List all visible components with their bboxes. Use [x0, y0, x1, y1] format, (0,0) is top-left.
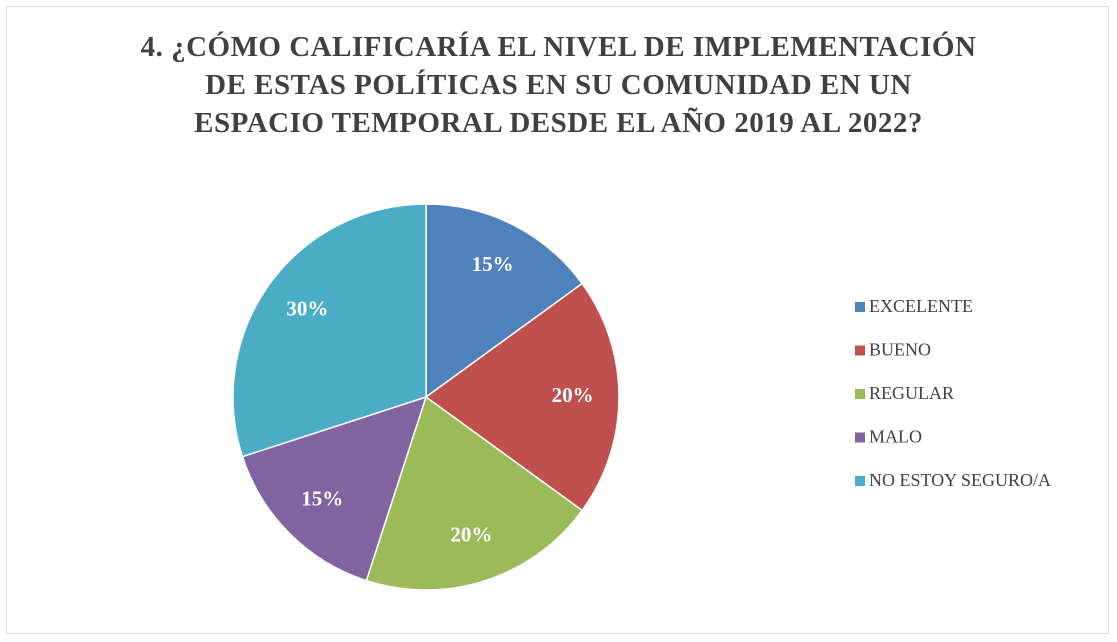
legend-label: BUENO — [869, 340, 931, 360]
pie-slice — [424, 282, 620, 512]
data-label: 20% — [552, 383, 594, 407]
legend-label: NO ESTOY SEGURO/A — [869, 470, 1051, 490]
chart-title: 4. ¿CÓMO CALIFICARÍA EL NIVEL DE IMPLEME… — [140, 31, 977, 139]
legend-swatch — [855, 345, 865, 356]
legend-label: MALO — [869, 427, 922, 447]
pie-slice — [232, 203, 427, 458]
pie-slice — [425, 203, 584, 399]
legend-swatch — [855, 389, 865, 399]
legend-label: REGULAR — [869, 383, 954, 403]
data-label: 30% — [286, 297, 328, 321]
data-label: 15% — [472, 252, 514, 276]
pie-slice — [365, 395, 584, 591]
legend-swatch — [855, 476, 865, 486]
pie-slice — [241, 395, 428, 582]
chart-frame — [6, 6, 1109, 634]
legend-swatch — [855, 302, 865, 312]
legend-label: EXCELENTE — [869, 296, 973, 316]
legend-swatch — [855, 432, 865, 443]
data-label: 20% — [450, 522, 492, 546]
data-label: 15% — [301, 487, 343, 511]
